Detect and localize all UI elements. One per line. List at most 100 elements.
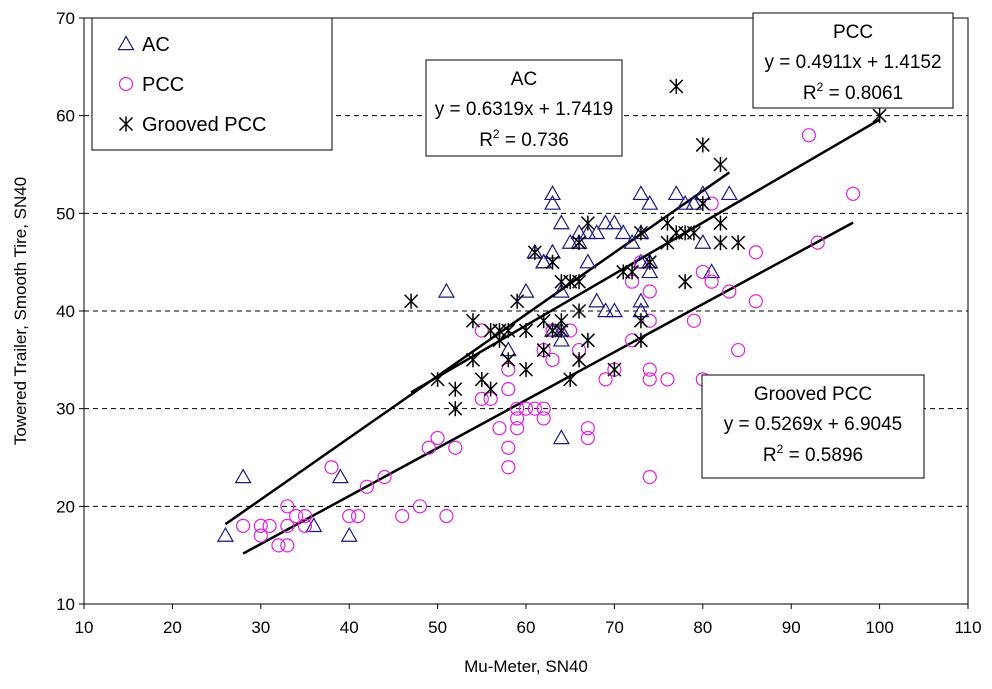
- data-point: [501, 382, 516, 397]
- data-point: [430, 430, 445, 446]
- data-point: [501, 460, 516, 475]
- y-tick-label: 70: [56, 9, 75, 28]
- data-point: [572, 303, 587, 319]
- data-point: [430, 371, 445, 387]
- data-point: [605, 302, 623, 318]
- data-point: [535, 253, 553, 269]
- data-point: [731, 342, 746, 358]
- data-point: [510, 411, 525, 426]
- annotation-equation: y = 0.5269x + 6.9045: [724, 414, 903, 435]
- y-axis-label: Towered Trailer, Smooth Tire, SN40: [11, 177, 30, 445]
- annotation-box: [425, 59, 623, 157]
- data-point: [633, 225, 648, 241]
- data-point: [377, 469, 392, 485]
- data-point: [271, 538, 286, 553]
- data-point: [667, 185, 685, 201]
- data-point: [561, 233, 579, 249]
- data-point: [305, 517, 323, 533]
- data-point: [297, 508, 313, 524]
- data-point: [686, 225, 701, 241]
- data-point: [642, 254, 657, 270]
- legend-label: Grooved PCC: [142, 114, 267, 136]
- annotation-grooved-pcc: Grooved PCC y = 0.5269x + 6.9045 R2 = 0.58…: [701, 374, 925, 479]
- data-point: [614, 224, 632, 240]
- data-point: [588, 292, 606, 308]
- x-tick-label: 100: [865, 618, 893, 637]
- data-points: [216, 78, 887, 553]
- data-point: [483, 381, 498, 397]
- data-point: [297, 518, 313, 533]
- data-point: [448, 440, 463, 455]
- data-point: [448, 401, 463, 417]
- data-point: [572, 352, 587, 368]
- data-point: [720, 185, 738, 201]
- data-point: [694, 233, 712, 249]
- data-point: [289, 508, 304, 524]
- data-point: [324, 460, 339, 475]
- x-axis-ticks: 10 20 30 40 50 60 70 80 90 100 110: [75, 604, 982, 637]
- data-point: [465, 313, 480, 329]
- data-point: [580, 215, 595, 231]
- data-point: [518, 401, 534, 416]
- data-point: [633, 313, 648, 329]
- annotation-box: [701, 374, 925, 479]
- data-point: [748, 294, 763, 309]
- data-point: [543, 194, 562, 210]
- data-point: [552, 214, 570, 230]
- legend-marker-ac: [117, 35, 135, 51]
- data-point: [580, 430, 595, 446]
- data-point: [633, 255, 649, 270]
- trendline-ac: [224, 171, 731, 526]
- y-tick-label: 50: [56, 204, 75, 223]
- annotation-title: PCC: [833, 22, 873, 43]
- x-tick-label: 10: [75, 618, 94, 637]
- x-tick-label: 80: [693, 618, 712, 637]
- data-point: [580, 421, 595, 436]
- legend-marker-grooved-pcc: [118, 116, 134, 132]
- data-point: [518, 323, 534, 339]
- data-point: [465, 352, 480, 368]
- data-point: [404, 293, 419, 309]
- data-point: [517, 282, 535, 298]
- data-point: [695, 196, 710, 212]
- y-tick-label: 30: [56, 400, 75, 419]
- data-point: [437, 282, 455, 298]
- data-point: [510, 421, 525, 436]
- data-point: [527, 401, 542, 416]
- annotation-r-squared: R2 = 0.736: [479, 127, 569, 151]
- data-point: [748, 245, 763, 260]
- x-axis-label: Mu-Meter, SN40: [464, 657, 588, 676]
- data-point: [713, 157, 728, 172]
- trendlines: [224, 118, 881, 555]
- annotation-box: [752, 12, 954, 109]
- data-point: [580, 332, 595, 348]
- data-point: [545, 254, 560, 270]
- data-point: [359, 479, 374, 494]
- data-point: [510, 293, 525, 309]
- legend-label: PCC: [142, 74, 184, 96]
- data-point: [632, 253, 650, 269]
- x-tick-label: 40: [340, 618, 359, 637]
- data-point: [625, 264, 640, 280]
- data-point: [536, 401, 551, 416]
- data-point: [262, 518, 277, 533]
- x-tick-label: 70: [605, 618, 624, 637]
- legend-marker-pcc: [118, 76, 134, 92]
- annotation-r-squared: R2 = 0.8061: [803, 80, 903, 104]
- data-point: [563, 323, 578, 338]
- data-point: [554, 323, 569, 339]
- data-point: [722, 284, 737, 299]
- y-axis-ticks: 10 20 30 40 50 60 70: [56, 9, 84, 614]
- data-point: [501, 352, 516, 368]
- legend: AC PCC Grooved PCC: [91, 17, 333, 151]
- data-point: [501, 323, 516, 339]
- data-point: [598, 372, 613, 387]
- data-point: [236, 518, 251, 533]
- data-point: [731, 235, 746, 251]
- legend-label: AC: [142, 34, 170, 56]
- data-point: [552, 331, 570, 347]
- data-point: [801, 128, 816, 143]
- data-point: [395, 508, 410, 524]
- data-point: [552, 282, 570, 298]
- series-pcc: [236, 128, 861, 553]
